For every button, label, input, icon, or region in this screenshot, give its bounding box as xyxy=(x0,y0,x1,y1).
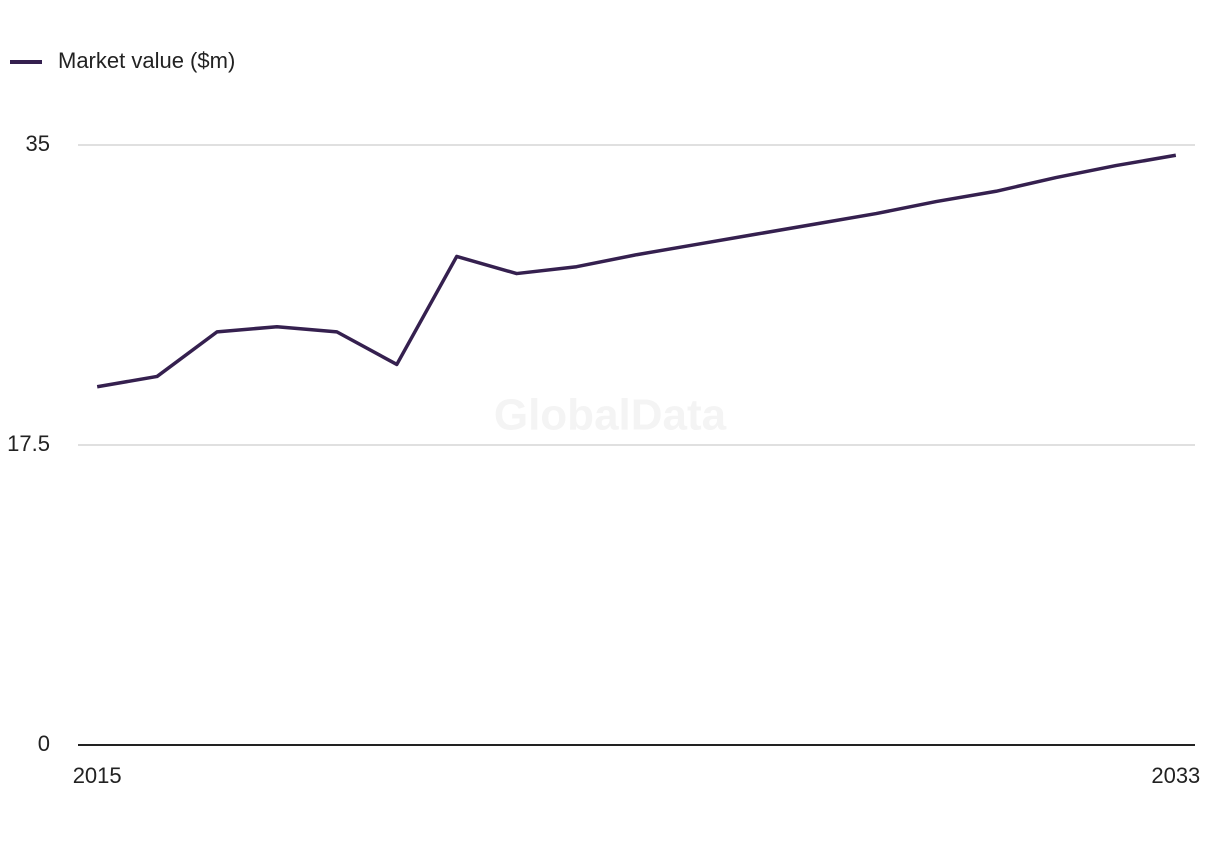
x-tick-label: 2015 xyxy=(73,763,122,788)
series-line xyxy=(96,153,1177,389)
y-tick-label: 35 xyxy=(26,131,50,156)
y-tick-label: 17.5 xyxy=(7,431,50,456)
legend-label: Market value ($m) xyxy=(58,48,235,73)
x-tick-label: 2033 xyxy=(1151,763,1200,788)
y-tick-label: 0 xyxy=(38,731,50,756)
watermark: GlobalData xyxy=(494,391,727,440)
